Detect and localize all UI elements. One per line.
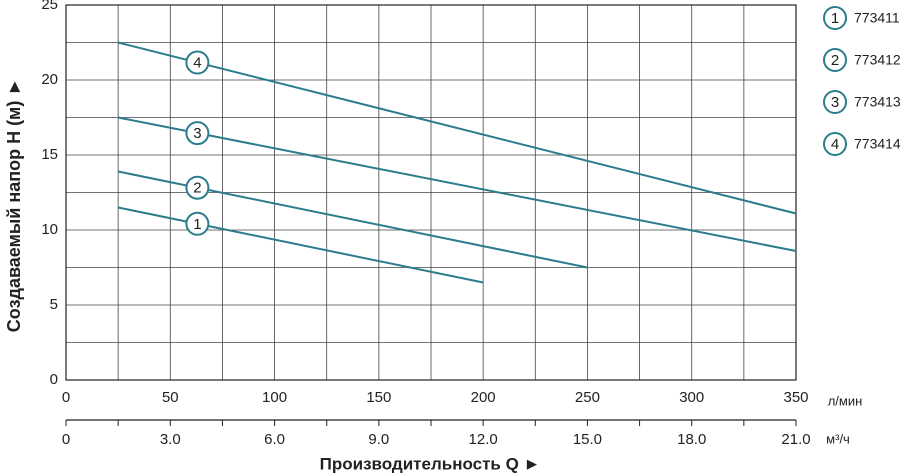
curve-label: 4 — [193, 54, 201, 71]
legend-circle — [823, 6, 847, 30]
series-line — [117, 41, 797, 215]
x-tick-label: 350 — [783, 389, 808, 406]
x2-tick-label: 12.0 — [469, 431, 498, 448]
x2-tick-label: 18.0 — [677, 431, 706, 448]
x-tick-label: 300 — [679, 389, 704, 406]
x-tick-label: 200 — [471, 389, 496, 406]
y-tick-label: 20 — [41, 71, 58, 88]
curve-label: 3 — [193, 125, 201, 142]
x2-tick-label: 9.0 — [368, 431, 389, 448]
legend-circle — [823, 90, 847, 114]
series-line — [117, 206, 484, 284]
plot-frame — [65, 4, 797, 381]
x2-tick-label: 0 — [62, 431, 70, 448]
x-tick-label: 100 — [262, 389, 287, 406]
legend-number: 2 — [831, 52, 839, 69]
x2-tick-label: 3.0 — [160, 431, 181, 448]
y-tick-label: 25 — [41, 0, 58, 13]
x-axis-label: Производительность Q ► — [320, 454, 541, 473]
legend-number: 3 — [831, 94, 839, 111]
x2-tick-label: 21.0 — [781, 431, 810, 448]
legend-circle — [823, 48, 847, 72]
x2-tick-label: 15.0 — [573, 431, 602, 448]
x-tick-label: 150 — [366, 389, 391, 406]
legend-label: 773412 — [854, 52, 901, 68]
legend-circle — [823, 132, 847, 156]
curve-label-circle — [185, 50, 210, 75]
y-tick-label: 0 — [50, 371, 58, 388]
curve-label-circle — [185, 121, 210, 146]
curve-label-circle — [185, 175, 210, 200]
y-axis-label: Создаваемый напор Н (м) ► — [4, 78, 24, 332]
x2-unit: м³/ч — [826, 431, 850, 446]
series-line — [117, 116, 797, 252]
curve-label: 2 — [193, 180, 201, 197]
y-tick-label: 5 — [50, 296, 58, 313]
curve-label: 1 — [193, 216, 201, 233]
x2-tick-label: 6.0 — [264, 431, 285, 448]
legend-number: 1 — [831, 10, 839, 27]
x-tick-label: 0 — [62, 389, 70, 406]
curve-label-circle — [185, 211, 210, 236]
y-tick-label: 15 — [41, 146, 58, 163]
x-tick-label: 250 — [575, 389, 600, 406]
x-unit: л/мин — [828, 393, 863, 408]
legend-label: 773413 — [854, 94, 901, 110]
legend-number: 4 — [831, 136, 839, 153]
x-tick-label: 50 — [162, 389, 179, 406]
legend-label: 773411 — [854, 10, 900, 26]
y-tick-label: 10 — [41, 221, 58, 238]
legend-label: 773414 — [854, 136, 901, 152]
